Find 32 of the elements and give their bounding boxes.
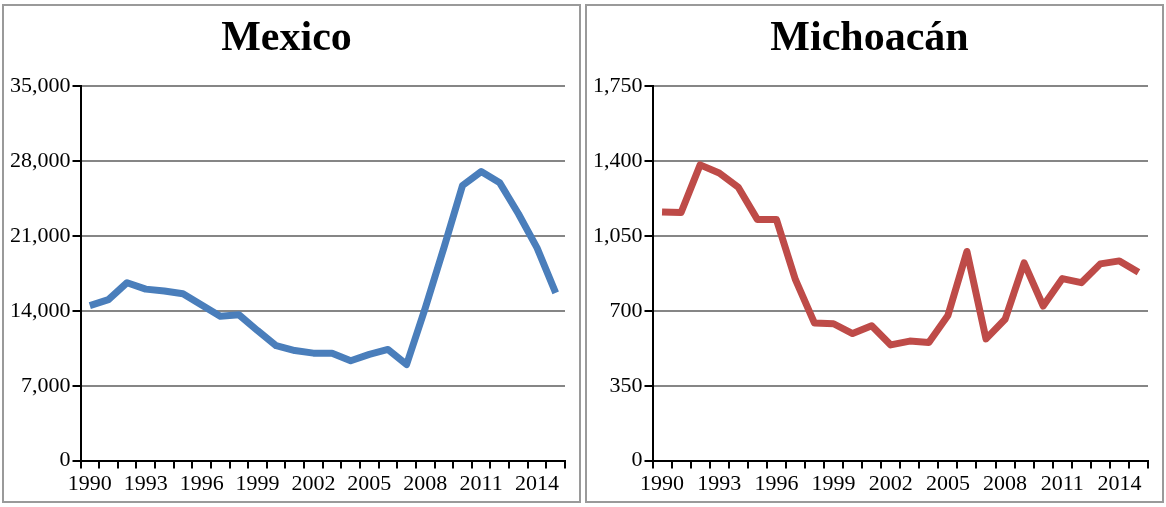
y-tick-label: 0 — [59, 446, 71, 472]
y-tick-label: 35,000 — [10, 72, 71, 98]
x-tick-label: 2008 — [403, 469, 448, 495]
x-tick-label: 2002 — [868, 469, 913, 495]
y-tick-label: 7,000 — [21, 371, 71, 397]
x-tick-label: 2011 — [459, 469, 503, 495]
chart-title: Michoacán — [770, 13, 969, 60]
x-tick-label: 1993 — [123, 469, 168, 495]
y-tick-label: 21,000 — [10, 221, 71, 247]
x-tick-label: 2005 — [925, 469, 970, 495]
y-tick-label: 0 — [631, 446, 643, 472]
y-tick-label: 1,400 — [593, 147, 643, 173]
y-tick-label: 1,050 — [593, 221, 643, 247]
x-tick-label: 2002 — [291, 469, 336, 495]
x-tick-label: 1990 — [640, 469, 685, 495]
x-tick-label: 2008 — [983, 469, 1028, 495]
y-tick-label: 28,000 — [10, 147, 71, 173]
x-tick-label: 1996 — [179, 469, 224, 495]
x-tick-label: 2014 — [1097, 469, 1142, 495]
y-tick-label: 1,750 — [593, 72, 643, 98]
y-tick-label: 14,000 — [10, 296, 71, 322]
x-tick-label: 1999 — [235, 469, 280, 495]
x-tick-label: 2011 — [1040, 469, 1084, 495]
y-tick-label: 700 — [609, 296, 643, 322]
x-tick-label: 1996 — [754, 469, 799, 495]
x-tick-label: 2005 — [347, 469, 392, 495]
x-tick-label: 1999 — [811, 469, 856, 495]
chart-title: Mexico — [221, 13, 352, 60]
x-tick-label: 1993 — [697, 469, 742, 495]
x-tick-label: 1990 — [67, 469, 112, 495]
y-tick-label: 350 — [609, 371, 643, 397]
x-tick-label: 2014 — [515, 469, 560, 495]
